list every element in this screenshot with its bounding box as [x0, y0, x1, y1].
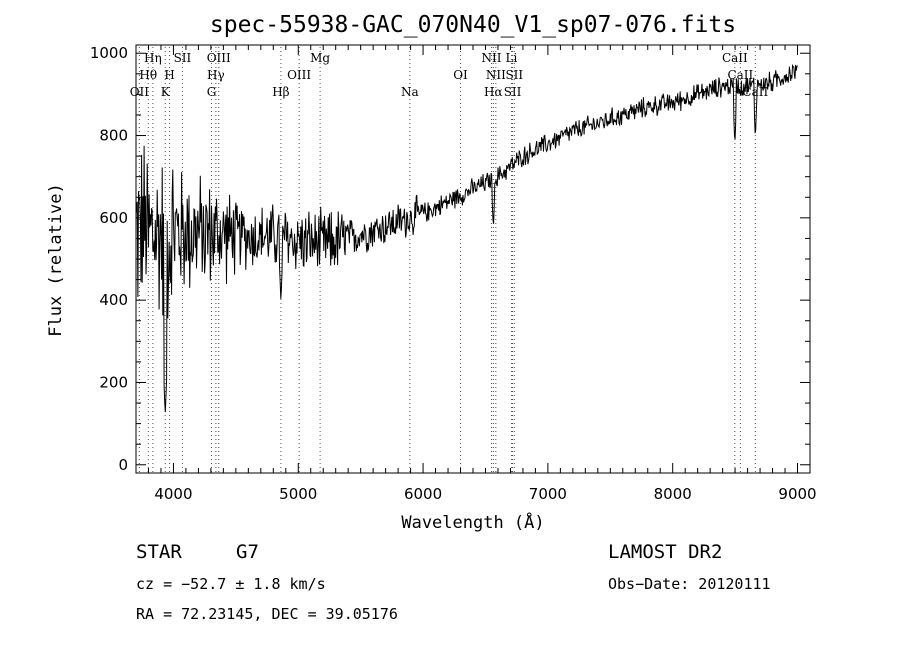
y-tick-label: 0 [118, 456, 128, 474]
x-tick-label: 8000 [654, 485, 692, 503]
marker-label: OII [130, 85, 150, 99]
marker-label: NII [481, 51, 501, 65]
plot-frame [135, 44, 811, 474]
line-marker-labels: OIIHθHηKHSIIGHγOIIIHβOIIIMgNaOINIIHαNIIL… [130, 51, 769, 99]
marker-label: Hα [484, 85, 503, 99]
marker-label: Mg [310, 51, 330, 65]
x-tick-labels: 4000 5000 6000 7000 8000 9000 [154, 485, 816, 503]
marker-label: OIII [207, 51, 231, 65]
marker-label: NII [486, 68, 506, 82]
spectrum-line [135, 63, 798, 413]
sky-coordinates: RA = 72.23145, DEC = 39.05176 [136, 605, 398, 623]
x-tick-label: 9000 [778, 485, 816, 503]
y-tick-label: 400 [99, 291, 128, 309]
x-tick-label: 5000 [279, 485, 317, 503]
marker-label: OI [453, 68, 468, 82]
y-tick-label: 200 [99, 373, 128, 391]
y-axis-label: Flux (relative) [46, 183, 66, 337]
y-tick-label: 800 [99, 127, 128, 145]
chart-title: spec-55938-GAC_070N40_V1_sp07-076.fits [210, 12, 736, 38]
marker-label: SII [504, 85, 522, 99]
object-subclass: G7 [236, 541, 259, 563]
marker-label: OIII [287, 68, 311, 82]
line-markers [138, 47, 756, 473]
x-axis-label: Wavelength (Å) [401, 511, 544, 533]
marker-label: H [164, 68, 174, 82]
y-tick-labels: 0 200 400 600 800 1000 [90, 44, 128, 474]
x-tick-label: 6000 [404, 485, 442, 503]
marker-label: K [161, 85, 171, 99]
observation-date: Obs−Date: 20120111 [608, 575, 771, 593]
y-tick-label: 600 [99, 209, 128, 227]
marker-label: G [207, 85, 217, 99]
y-tick-label: 1000 [90, 44, 128, 62]
redshift-velocity: cz = −52.7 ± 1.8 km/s [136, 575, 326, 593]
x-tick-label: 4000 [154, 485, 192, 503]
axis-ticks [136, 45, 811, 473]
marker-label: SII [505, 68, 523, 82]
marker-label: Hβ [272, 85, 289, 99]
spectrum-series [135, 63, 798, 413]
x-tick-label: 7000 [529, 485, 567, 503]
marker-label: CaII [727, 68, 753, 82]
survey-name: LAMOST DR2 [608, 541, 722, 563]
marker-label: Hθ [139, 68, 157, 82]
marker-label: Li [506, 51, 518, 65]
marker-label: CaII [722, 51, 748, 65]
marker-label: Hγ [207, 68, 225, 82]
object-class: STAR [136, 541, 182, 563]
marker-label: Na [401, 85, 419, 99]
marker-label: Hη [144, 51, 162, 65]
marker-label: SII [174, 51, 192, 65]
